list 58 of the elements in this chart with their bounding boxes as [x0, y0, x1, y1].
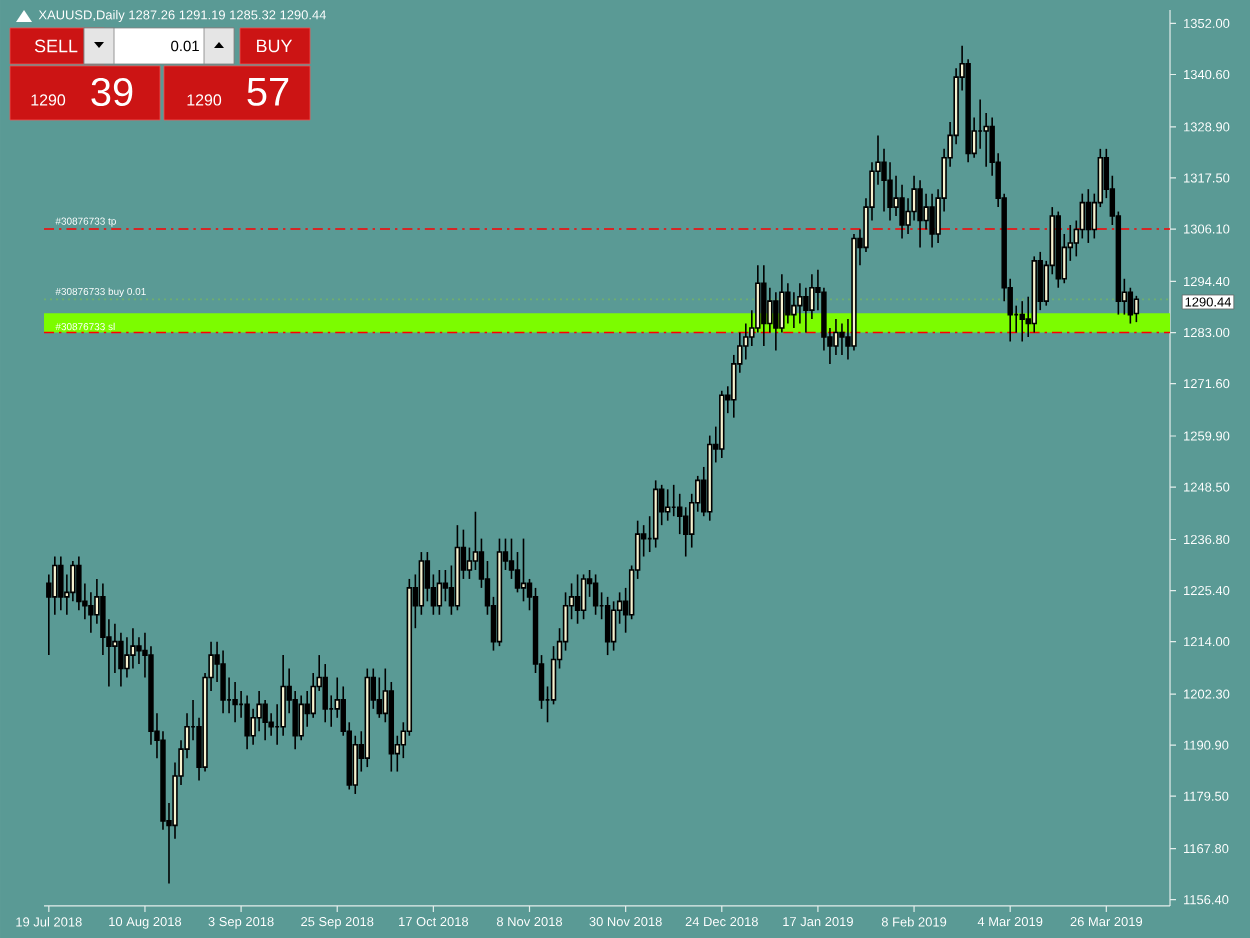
candlestick [917, 179, 923, 249]
candlestick [58, 555, 64, 612]
candlestick [280, 654, 286, 737]
candlestick [262, 699, 268, 742]
candlestick [88, 591, 94, 634]
candlestick [1031, 255, 1037, 334]
candlestick [322, 663, 328, 724]
candlestick [310, 672, 316, 719]
candlestick [352, 734, 358, 795]
candlestick [929, 192, 935, 249]
candlestick [292, 690, 298, 750]
candlestick [1019, 300, 1025, 343]
candlestick [298, 694, 304, 742]
candlestick [899, 183, 905, 240]
candlestick [887, 161, 893, 222]
candlestick [911, 174, 917, 222]
candlestick [250, 708, 256, 746]
annotation: 57 [247, 78, 289, 106]
candlestick [160, 730, 166, 831]
candlestick [803, 286, 809, 334]
candlestick [232, 681, 238, 724]
candlestick [785, 282, 791, 325]
candlestick [923, 192, 929, 231]
candlestick [46, 573, 52, 656]
candlestick [767, 286, 773, 334]
candlestick [136, 636, 142, 665]
candlestick [839, 322, 845, 356]
candlestick [124, 636, 130, 679]
candlestick [70, 560, 76, 603]
annotation: SELL [34, 39, 78, 53]
candlestick [707, 434, 713, 522]
candlestick [761, 264, 767, 347]
candlestick [664, 488, 671, 522]
candlestick [64, 573, 70, 616]
candlestick [791, 291, 797, 329]
candlestick [821, 286, 827, 352]
candlestick [256, 690, 262, 733]
candlestick [364, 667, 370, 768]
candlestick [376, 676, 383, 719]
candlestick [118, 631, 124, 688]
candlestick [719, 389, 725, 459]
candlestick [797, 282, 803, 325]
candlestick [743, 322, 749, 361]
candlestick [100, 582, 106, 656]
candlestick [268, 712, 274, 737]
candlestick [683, 506, 689, 558]
candlestick [148, 645, 154, 746]
candlestick [773, 291, 779, 352]
candlestick [220, 649, 226, 715]
candlestick [76, 555, 82, 612]
annotation: 39 [91, 77, 133, 107]
candlestick [1055, 210, 1061, 289]
annotation: BUY [257, 39, 293, 53]
candlestick [244, 694, 250, 750]
candlestick [130, 627, 136, 670]
candlestick [677, 493, 683, 535]
candlestick [833, 318, 839, 356]
candlestick [851, 233, 857, 352]
